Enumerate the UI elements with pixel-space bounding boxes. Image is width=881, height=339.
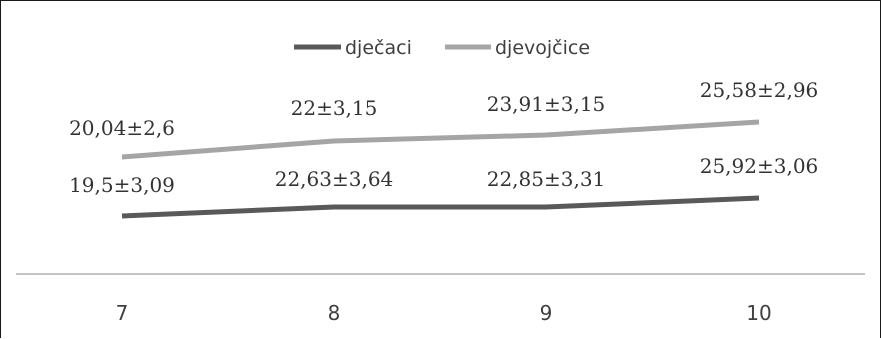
data-label: 22±3,15 xyxy=(291,96,378,120)
data-label: 20,04±2,6 xyxy=(69,116,175,140)
data-label: 23,91±3,15 xyxy=(487,92,606,116)
series-line-0 xyxy=(121,195,760,219)
x-axis-ticks: 7 8 9 10 xyxy=(116,301,772,325)
x-tick-label: 9 xyxy=(540,301,553,325)
x-tick-label: 10 xyxy=(746,301,771,325)
data-labels: 19,5±3,09 22,63±3,64 22,85±3,31 25,92±3,06 2… xyxy=(69,78,818,197)
data-label: 22,85±3,31 xyxy=(487,167,606,191)
legend-label-1: djevojčice xyxy=(495,37,590,59)
legend-label-0: dječaci xyxy=(345,37,412,59)
data-label: 19,5±3,09 xyxy=(69,173,175,197)
data-label: 22,63±3,64 xyxy=(275,167,394,191)
series-line-1 xyxy=(121,119,760,160)
x-tick-label: 7 xyxy=(116,301,129,325)
legend: dječaci djevojčice xyxy=(294,37,590,59)
x-tick-label: 8 xyxy=(328,301,341,325)
series-group xyxy=(121,119,760,219)
data-label: 25,58±2,96 xyxy=(700,78,819,102)
data-label: 25,92±3,06 xyxy=(700,154,819,178)
